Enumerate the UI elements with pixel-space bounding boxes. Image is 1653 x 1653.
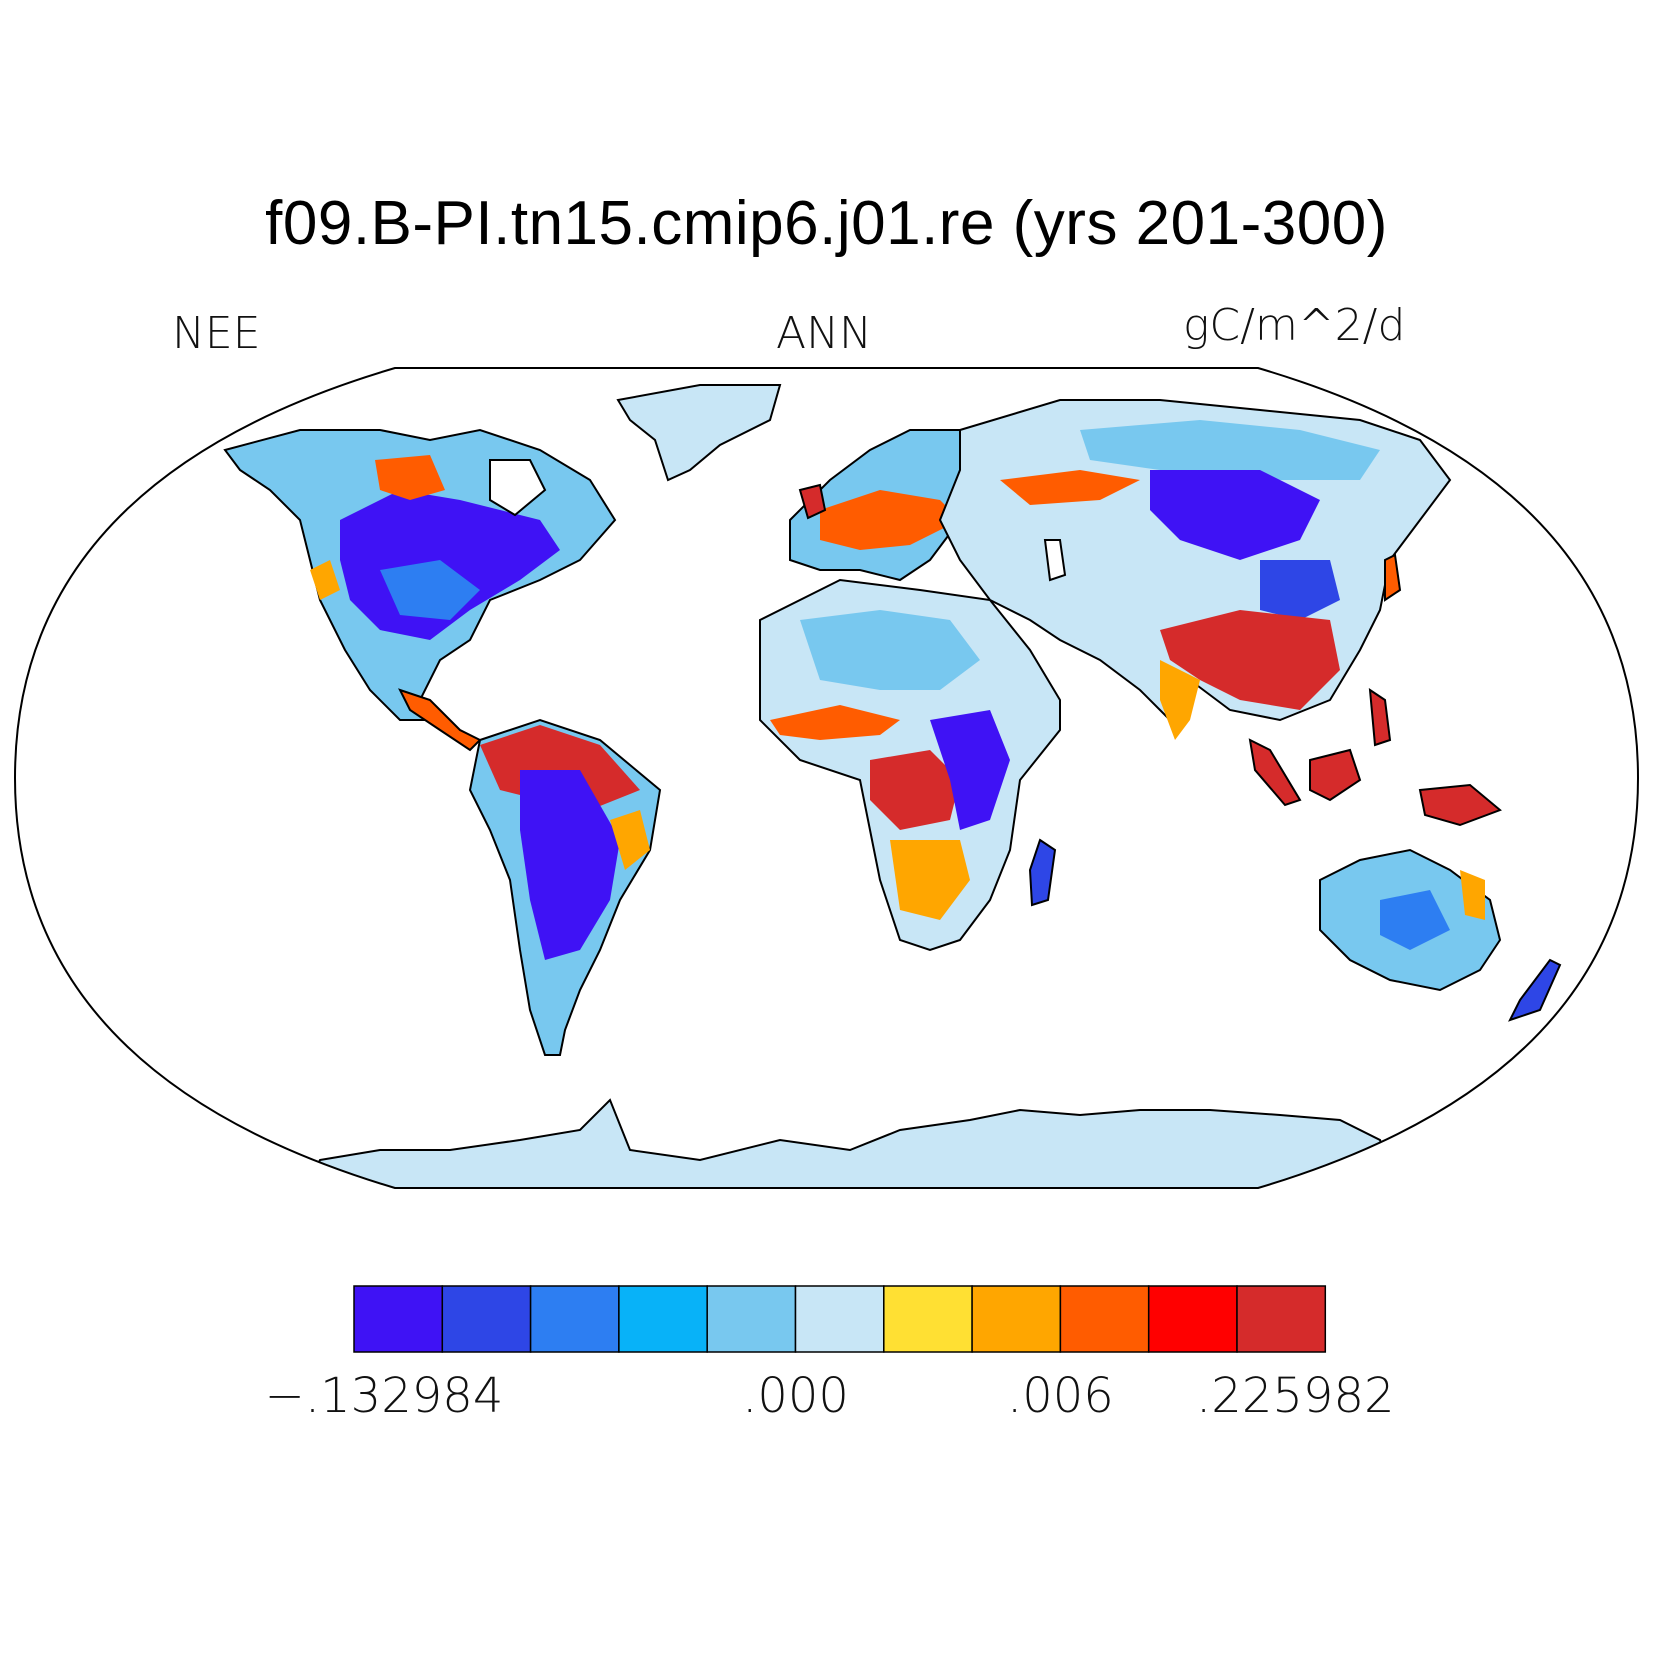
plot-title: f09.B-PI.tn15.cmip6.j01.re (yrs 201-300) xyxy=(265,189,1388,258)
colorbar-swatch xyxy=(706,1285,797,1353)
colorbar-swatch xyxy=(883,1285,973,1353)
south-america-east-patch xyxy=(610,810,650,870)
hudson-bay xyxy=(489,459,547,517)
variable-label: NEE xyxy=(172,308,261,359)
europe-source-band xyxy=(820,490,960,550)
asia-central-sink xyxy=(1150,470,1320,560)
map-boundary xyxy=(13,367,1640,1189)
colorbar-swatch xyxy=(618,1285,708,1353)
central-america-landmass xyxy=(398,688,482,752)
colorbar-tick-label: −.132984 xyxy=(264,1368,504,1424)
asia-north-band xyxy=(1000,470,1140,505)
colorbar-swatch xyxy=(971,1285,1062,1353)
australia-sink-patch xyxy=(1380,890,1450,950)
new-guinea xyxy=(1418,783,1502,827)
philippines-islands xyxy=(1368,688,1392,747)
colorbar-tick-label: .006 xyxy=(1006,1368,1114,1424)
colorbar-swatch xyxy=(353,1285,444,1353)
colorbar-swatch xyxy=(1236,1285,1327,1353)
japan-islands xyxy=(1384,553,1402,602)
africa-east-sink xyxy=(930,710,1010,830)
north-america-west-patch xyxy=(310,560,340,600)
colorbar-swatch xyxy=(1147,1285,1238,1353)
asia-south-source xyxy=(1160,610,1340,710)
africa-sahara-mottled xyxy=(800,610,980,690)
indonesia-borneo xyxy=(1309,748,1362,802)
new-zealand-islands xyxy=(1508,958,1562,1022)
madagascar-island xyxy=(1028,838,1057,907)
africa-congo-source xyxy=(870,750,960,830)
africa-south-patch xyxy=(890,840,970,920)
colorbar-swatch xyxy=(529,1285,620,1353)
season-label: ANN xyxy=(776,308,872,359)
asia-siberia-mottled xyxy=(1080,420,1380,480)
uk-island xyxy=(798,483,827,520)
indonesia-sumatra xyxy=(1248,738,1302,807)
colorbar-tick-label: .000 xyxy=(742,1368,849,1424)
colorbar-swatch xyxy=(441,1285,532,1353)
australia-east-source xyxy=(1460,870,1485,920)
colorbar-swatch xyxy=(1059,1285,1150,1353)
north-america-mid-sink xyxy=(380,560,480,620)
africa-sahel-band xyxy=(770,705,900,740)
caspian-sea xyxy=(1043,539,1067,582)
colorbar-tick-label: .225982 xyxy=(1196,1368,1395,1424)
antarctica-landmass xyxy=(298,1098,1402,1188)
north-america-source-patch xyxy=(375,455,445,500)
greenland-landmass xyxy=(616,384,782,482)
south-america-sink xyxy=(520,770,620,960)
india-patch xyxy=(1160,660,1200,740)
units-label: gC/m^2/d xyxy=(1183,300,1406,351)
colorbar xyxy=(353,1285,1327,1353)
asia-east-sink xyxy=(1260,560,1340,620)
colorbar-swatch xyxy=(794,1285,885,1353)
